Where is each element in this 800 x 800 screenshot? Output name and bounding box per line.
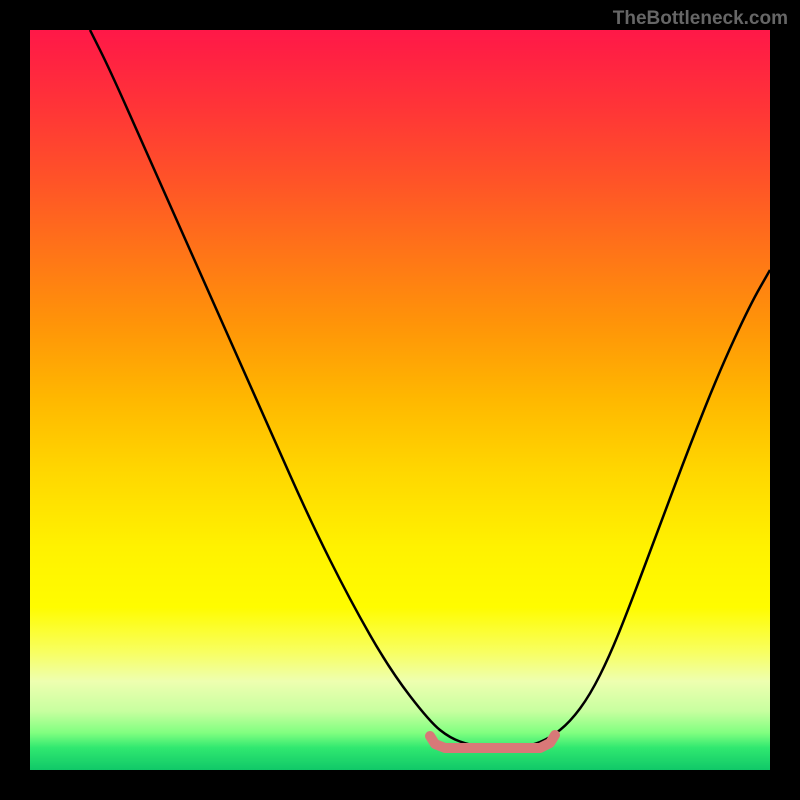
bottleneck-curve (90, 30, 770, 748)
curve-layer (30, 30, 770, 770)
watermark-text: TheBottleneck.com (613, 8, 788, 30)
plot-area (30, 30, 770, 770)
